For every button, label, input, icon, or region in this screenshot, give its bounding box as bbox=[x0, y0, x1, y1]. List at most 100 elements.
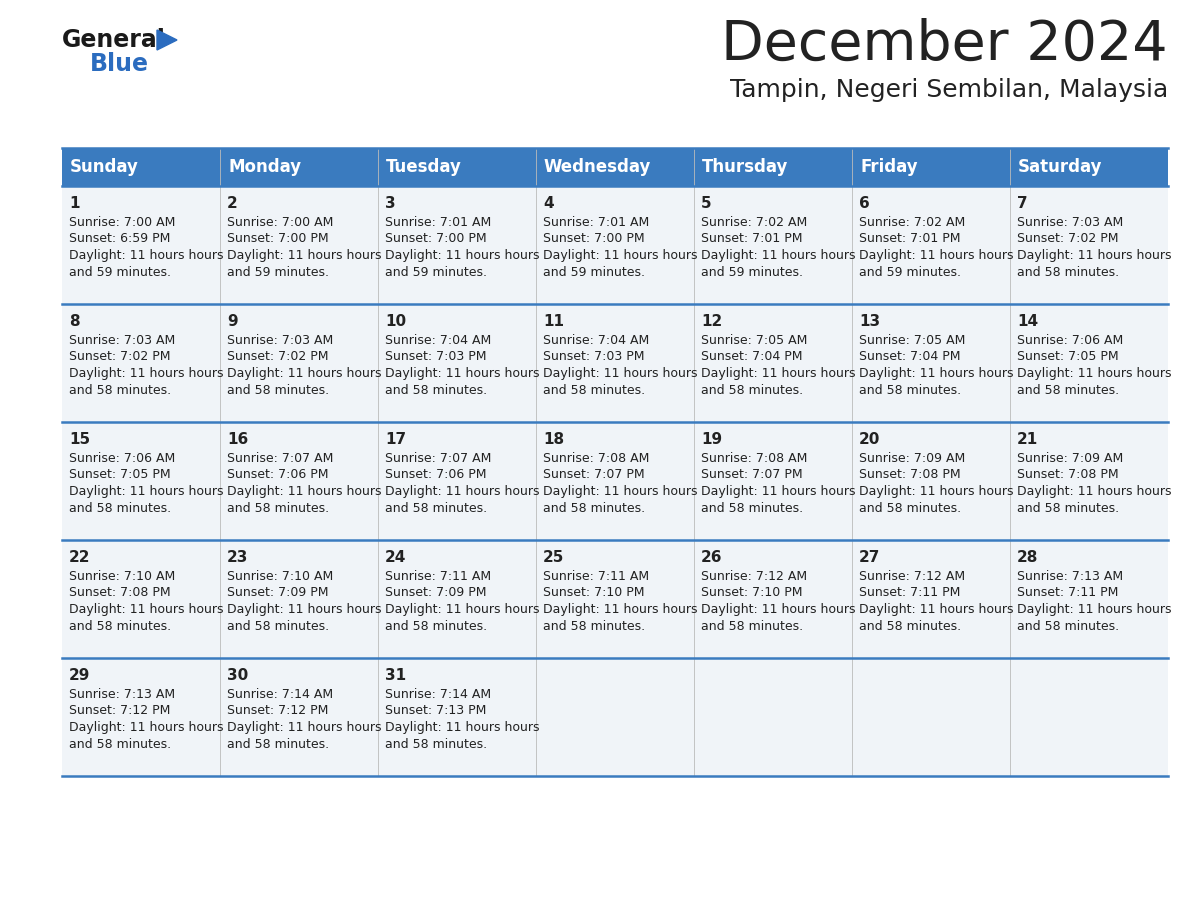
Text: Daylight: 11 hours hours: Daylight: 11 hours hours bbox=[69, 249, 223, 262]
Text: 18: 18 bbox=[543, 432, 564, 447]
Text: 19: 19 bbox=[701, 432, 722, 447]
Bar bbox=[378, 186, 536, 304]
Text: Sunset: 7:12 PM: Sunset: 7:12 PM bbox=[69, 704, 170, 718]
Text: and 58 minutes.: and 58 minutes. bbox=[227, 737, 329, 751]
Text: Daylight: 11 hours hours: Daylight: 11 hours hours bbox=[859, 603, 1013, 616]
Text: 10: 10 bbox=[385, 314, 406, 329]
Bar bbox=[536, 186, 694, 304]
Bar bbox=[694, 658, 852, 776]
Bar bbox=[694, 304, 852, 422]
Text: and 59 minutes.: and 59 minutes. bbox=[701, 265, 803, 278]
Text: 2: 2 bbox=[227, 196, 238, 211]
Text: Daylight: 11 hours hours: Daylight: 11 hours hours bbox=[701, 603, 855, 616]
Text: Sunset: 7:04 PM: Sunset: 7:04 PM bbox=[859, 351, 961, 364]
Text: Sunset: 7:08 PM: Sunset: 7:08 PM bbox=[1017, 468, 1119, 482]
Text: Sunset: 7:11 PM: Sunset: 7:11 PM bbox=[1017, 587, 1118, 599]
Text: Sunday: Sunday bbox=[70, 158, 139, 176]
Text: and 58 minutes.: and 58 minutes. bbox=[1017, 620, 1119, 633]
Text: Daylight: 11 hours hours: Daylight: 11 hours hours bbox=[543, 603, 697, 616]
Text: Daylight: 11 hours hours: Daylight: 11 hours hours bbox=[543, 249, 697, 262]
Text: and 58 minutes.: and 58 minutes. bbox=[227, 384, 329, 397]
Text: Tuesday: Tuesday bbox=[386, 158, 462, 176]
Bar bbox=[62, 658, 220, 776]
Text: 27: 27 bbox=[859, 550, 880, 565]
Text: Sunrise: 7:11 AM: Sunrise: 7:11 AM bbox=[543, 570, 649, 583]
Text: Sunrise: 7:06 AM: Sunrise: 7:06 AM bbox=[1017, 334, 1123, 347]
Text: Sunset: 7:06 PM: Sunset: 7:06 PM bbox=[385, 468, 487, 482]
Bar bbox=[1010, 186, 1168, 304]
Text: 3: 3 bbox=[385, 196, 396, 211]
Text: 29: 29 bbox=[69, 668, 90, 683]
Text: Daylight: 11 hours hours: Daylight: 11 hours hours bbox=[859, 249, 1013, 262]
Text: Monday: Monday bbox=[228, 158, 301, 176]
Text: Sunset: 7:07 PM: Sunset: 7:07 PM bbox=[543, 468, 645, 482]
Bar bbox=[378, 148, 536, 186]
Text: 20: 20 bbox=[859, 432, 880, 447]
Text: Daylight: 11 hours hours: Daylight: 11 hours hours bbox=[701, 367, 855, 380]
Text: and 59 minutes.: and 59 minutes. bbox=[69, 265, 171, 278]
Text: Daylight: 11 hours hours: Daylight: 11 hours hours bbox=[385, 249, 539, 262]
Text: Sunset: 7:12 PM: Sunset: 7:12 PM bbox=[227, 704, 328, 718]
Bar bbox=[220, 658, 378, 776]
Text: Daylight: 11 hours hours: Daylight: 11 hours hours bbox=[1017, 603, 1171, 616]
Text: 7: 7 bbox=[1017, 196, 1028, 211]
Text: Sunset: 7:00 PM: Sunset: 7:00 PM bbox=[543, 232, 645, 245]
Text: and 58 minutes.: and 58 minutes. bbox=[859, 384, 961, 397]
Text: Daylight: 11 hours hours: Daylight: 11 hours hours bbox=[385, 485, 539, 498]
Text: Sunset: 7:07 PM: Sunset: 7:07 PM bbox=[701, 468, 803, 482]
Bar bbox=[1010, 304, 1168, 422]
Bar bbox=[694, 422, 852, 540]
Text: 31: 31 bbox=[385, 668, 406, 683]
Text: Sunrise: 7:04 AM: Sunrise: 7:04 AM bbox=[385, 334, 492, 347]
Text: Daylight: 11 hours hours: Daylight: 11 hours hours bbox=[385, 721, 539, 734]
Text: 9: 9 bbox=[227, 314, 238, 329]
Text: Friday: Friday bbox=[860, 158, 917, 176]
Text: 12: 12 bbox=[701, 314, 722, 329]
Text: and 58 minutes.: and 58 minutes. bbox=[69, 737, 171, 751]
Text: Daylight: 11 hours hours: Daylight: 11 hours hours bbox=[1017, 485, 1171, 498]
Text: Sunset: 7:11 PM: Sunset: 7:11 PM bbox=[859, 587, 960, 599]
Bar bbox=[536, 540, 694, 658]
Text: Thursday: Thursday bbox=[702, 158, 789, 176]
Text: 15: 15 bbox=[69, 432, 90, 447]
Text: and 59 minutes.: and 59 minutes. bbox=[385, 265, 487, 278]
Text: Sunrise: 7:00 AM: Sunrise: 7:00 AM bbox=[227, 216, 334, 229]
Text: General: General bbox=[62, 28, 166, 52]
Text: 16: 16 bbox=[227, 432, 248, 447]
Text: Sunrise: 7:14 AM: Sunrise: 7:14 AM bbox=[385, 688, 491, 701]
Text: 23: 23 bbox=[227, 550, 248, 565]
Text: Sunset: 7:10 PM: Sunset: 7:10 PM bbox=[543, 587, 645, 599]
Text: Sunset: 7:10 PM: Sunset: 7:10 PM bbox=[701, 587, 803, 599]
Bar bbox=[220, 422, 378, 540]
Text: Sunrise: 7:02 AM: Sunrise: 7:02 AM bbox=[859, 216, 965, 229]
Text: Sunrise: 7:12 AM: Sunrise: 7:12 AM bbox=[859, 570, 965, 583]
Text: and 58 minutes.: and 58 minutes. bbox=[227, 620, 329, 633]
Text: Sunrise: 7:13 AM: Sunrise: 7:13 AM bbox=[1017, 570, 1123, 583]
Text: Sunset: 7:09 PM: Sunset: 7:09 PM bbox=[385, 587, 487, 599]
Text: Sunrise: 7:04 AM: Sunrise: 7:04 AM bbox=[543, 334, 650, 347]
Text: Sunset: 7:01 PM: Sunset: 7:01 PM bbox=[701, 232, 803, 245]
Text: Daylight: 11 hours hours: Daylight: 11 hours hours bbox=[543, 485, 697, 498]
Text: Sunset: 7:01 PM: Sunset: 7:01 PM bbox=[859, 232, 961, 245]
Bar bbox=[852, 658, 1010, 776]
Text: 5: 5 bbox=[701, 196, 712, 211]
Text: Sunrise: 7:01 AM: Sunrise: 7:01 AM bbox=[385, 216, 492, 229]
Text: Sunrise: 7:02 AM: Sunrise: 7:02 AM bbox=[701, 216, 808, 229]
Text: 4: 4 bbox=[543, 196, 554, 211]
Text: and 58 minutes.: and 58 minutes. bbox=[385, 737, 487, 751]
Bar bbox=[694, 186, 852, 304]
Bar bbox=[62, 304, 220, 422]
Text: Daylight: 11 hours hours: Daylight: 11 hours hours bbox=[227, 603, 381, 616]
Text: Daylight: 11 hours hours: Daylight: 11 hours hours bbox=[69, 485, 223, 498]
Bar bbox=[62, 186, 220, 304]
Text: and 59 minutes.: and 59 minutes. bbox=[227, 265, 329, 278]
Text: Sunrise: 7:08 AM: Sunrise: 7:08 AM bbox=[543, 452, 650, 465]
Bar bbox=[694, 148, 852, 186]
Text: Daylight: 11 hours hours: Daylight: 11 hours hours bbox=[227, 367, 381, 380]
Text: and 58 minutes.: and 58 minutes. bbox=[543, 620, 645, 633]
Text: 6: 6 bbox=[859, 196, 870, 211]
Text: Daylight: 11 hours hours: Daylight: 11 hours hours bbox=[701, 485, 855, 498]
Bar bbox=[378, 540, 536, 658]
Text: Sunset: 7:03 PM: Sunset: 7:03 PM bbox=[543, 351, 645, 364]
Text: Sunrise: 7:05 AM: Sunrise: 7:05 AM bbox=[701, 334, 808, 347]
